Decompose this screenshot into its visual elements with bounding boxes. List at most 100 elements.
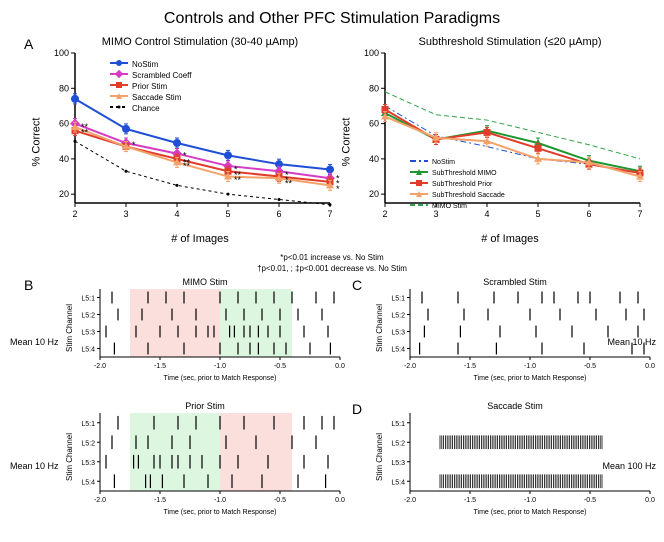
svg-text:0.0: 0.0: [645, 497, 655, 504]
raster-prior-svg: -2.0-1.5-1.0-0.50.0L5:1L5:2L5:3L5:4Stim …: [65, 411, 345, 516]
svg-text:60: 60: [59, 119, 69, 129]
chart-right-title: Subthreshold Stimulation (≤20 µAmp): [370, 36, 650, 48]
raster-saccade-title: Saccade Stim: [375, 401, 655, 411]
svg-text:L5:3: L5:3: [391, 460, 405, 467]
svg-text:**: **: [183, 161, 191, 171]
legend-item: SubThreshold Prior: [410, 179, 505, 189]
legend-item: Chance: [110, 103, 191, 113]
svg-text:L5:3: L5:3: [81, 330, 95, 337]
raster-prior-title: Prior Stim: [65, 401, 345, 411]
svg-text:6: 6: [276, 209, 281, 219]
legend-item: Scrambled Coeff: [110, 70, 191, 80]
svg-text:-1.5: -1.5: [154, 497, 166, 504]
main-title: Controls and Other PFC Stimulation Parad…: [10, 10, 654, 28]
svg-text:-1.0: -1.0: [524, 497, 536, 504]
svg-text:L5:2: L5:2: [81, 440, 95, 447]
legend-item: SubThreshold MIMO: [410, 168, 505, 178]
svg-text:-1.5: -1.5: [154, 363, 166, 370]
chart-right-xlabel: # of Images: [370, 233, 650, 245]
legend-right: NoStimSubThreshold MIMOSubThreshold Prio…: [410, 156, 505, 212]
svg-text:L5:4: L5:4: [391, 479, 405, 486]
raster-scrambled-svg: -2.0-1.5-1.0-0.50.0L5:1L5:2L5:3L5:4Stim …: [375, 287, 655, 382]
svg-text:L5:4: L5:4: [391, 347, 405, 354]
svg-text:-1.0: -1.0: [214, 363, 226, 370]
svg-text:60: 60: [369, 119, 379, 129]
chart-left: MIMO Control Stimulation (30-40 µAmp) % …: [30, 36, 340, 251]
chart-right: Subthreshold Stimulation (≤20 µAmp) % Co…: [340, 36, 650, 251]
raster-scrambled-title: Scrambled Stim: [375, 277, 655, 287]
svg-text:3: 3: [123, 209, 128, 219]
legend-item: MIMO Stim: [410, 201, 505, 211]
svg-text:-2.0: -2.0: [404, 497, 416, 504]
svg-text:40: 40: [369, 154, 379, 164]
svg-text:L5:1: L5:1: [391, 421, 405, 428]
raster-prior: Prior Stim -2.0-1.5-1.0-0.50.0L5:1L5:2L5…: [65, 401, 345, 531]
svg-text:4: 4: [174, 209, 179, 219]
svg-text:Time (sec, prior to Match Resp: Time (sec, prior to Match Response): [164, 509, 277, 516]
svg-text:-2.0: -2.0: [404, 363, 416, 370]
svg-text:0.0: 0.0: [645, 363, 655, 370]
footnote-1: *p<0.01 increase vs. No Stim: [10, 253, 654, 262]
mean-label-prior: Mean 10 Hz: [10, 461, 59, 471]
legend-left: NoStimScrambled CoeffPrior StimSaccade S…: [110, 58, 191, 114]
footnote-2: †p<0.01, ; ‡p<0.001 decrease vs. No Stim: [10, 264, 654, 273]
mean-label-c: Mean 10 Hz: [607, 337, 656, 347]
panel-label-b: B: [24, 277, 33, 293]
svg-text:L5:4: L5:4: [81, 479, 95, 486]
svg-text:-0.5: -0.5: [584, 363, 596, 370]
svg-text:Stim Channel: Stim Channel: [65, 304, 74, 352]
svg-text:Stim Channel: Stim Channel: [375, 433, 384, 481]
svg-text:6: 6: [586, 209, 591, 219]
svg-text:40: 40: [59, 154, 69, 164]
svg-text:L5:3: L5:3: [81, 460, 95, 467]
svg-text:L5:2: L5:2: [391, 440, 405, 447]
svg-text:7: 7: [327, 209, 332, 219]
svg-text:L5:2: L5:2: [391, 313, 405, 320]
raster-mimo-svg: -2.0-1.5-1.0-0.50.0L5:1L5:2L5:3L5:4Stim …: [65, 287, 345, 382]
svg-text:**: **: [234, 175, 242, 185]
legend-item: NoStim: [110, 59, 191, 69]
svg-text:100: 100: [54, 48, 69, 58]
legend-item: Prior Stim: [110, 81, 191, 91]
raster-mimo: MIMO Stim -2.0-1.5-1.0-0.50.0L5:1L5:2L5:…: [65, 277, 345, 397]
svg-text:L5:2: L5:2: [81, 313, 95, 320]
mean-label-b: Mean 10 Hz: [10, 337, 59, 347]
svg-text:*: *: [132, 140, 136, 150]
legend-item: Saccade Stim: [110, 92, 191, 102]
svg-text:80: 80: [369, 83, 379, 93]
chart-left-ylabel: % Correct: [30, 118, 42, 167]
svg-text:L5:3: L5:3: [391, 330, 405, 337]
svg-text:-1.0: -1.0: [524, 363, 536, 370]
svg-text:L5:1: L5:1: [391, 296, 405, 303]
legend-item: SubThreshold Saccade: [410, 190, 505, 200]
svg-text:5: 5: [225, 209, 230, 219]
svg-text:-0.5: -0.5: [584, 497, 596, 504]
svg-text:Time (sec, prior to Match Resp: Time (sec, prior to Match Response): [164, 375, 277, 382]
raster-mimo-title: MIMO Stim: [65, 277, 345, 287]
svg-text:7: 7: [637, 209, 642, 219]
svg-text:L5:1: L5:1: [81, 421, 95, 428]
mean-label-d: Mean 100 Hz: [602, 461, 656, 471]
svg-text:20: 20: [59, 189, 69, 199]
svg-text:Time (sec, prior to Match Resp: Time (sec, prior to Match Response): [474, 375, 587, 382]
svg-text:**: **: [81, 127, 89, 137]
svg-text:L5:4: L5:4: [81, 347, 95, 354]
svg-text:5: 5: [535, 209, 540, 219]
svg-text:20: 20: [369, 189, 379, 199]
chart-right-ylabel: % Correct: [340, 118, 352, 167]
svg-text:Stim Channel: Stim Channel: [375, 304, 384, 352]
svg-text:**: **: [285, 179, 293, 189]
svg-text:-1.5: -1.5: [464, 497, 476, 504]
svg-text:-2.0: -2.0: [94, 497, 106, 504]
svg-text:Stim Channel: Stim Channel: [65, 433, 74, 481]
legend-item: NoStim: [410, 157, 505, 167]
svg-text:-2.0: -2.0: [94, 363, 106, 370]
svg-text:-0.5: -0.5: [274, 497, 286, 504]
svg-text:Time (sec, prior to Match Resp: Time (sec, prior to Match Response): [474, 509, 587, 516]
svg-text:100: 100: [364, 48, 379, 58]
svg-text:L5:1: L5:1: [81, 296, 95, 303]
svg-text:-0.5: -0.5: [274, 363, 286, 370]
chart-left-xlabel: # of Images: [60, 233, 340, 245]
panel-label-c: C: [352, 277, 362, 293]
svg-text:2: 2: [72, 209, 77, 219]
